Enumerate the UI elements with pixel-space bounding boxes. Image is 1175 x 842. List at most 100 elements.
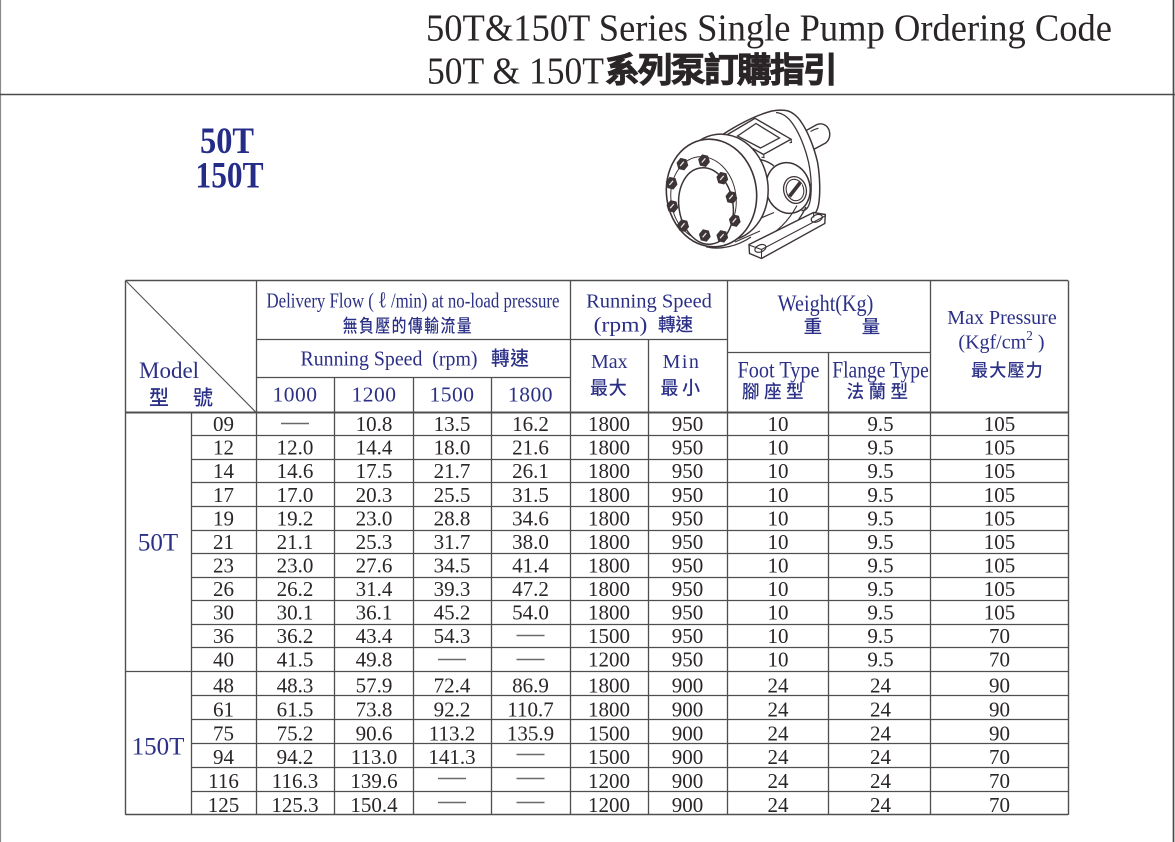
svg-text:73.8: 73.8 (356, 697, 393, 721)
svg-text:10: 10 (768, 412, 789, 436)
svg-text:31.5: 31.5 (512, 483, 549, 507)
svg-text:105: 105 (984, 436, 1016, 460)
svg-text:36.1: 36.1 (356, 601, 393, 625)
svg-text:92.2: 92.2 (434, 697, 471, 721)
svg-text:105: 105 (984, 553, 1016, 577)
svg-text:25.5: 25.5 (434, 483, 471, 507)
svg-text:150T: 150T (196, 156, 264, 197)
svg-text:10: 10 (768, 483, 789, 507)
svg-text:1800: 1800 (588, 530, 630, 554)
svg-text:150T: 150T (132, 734, 185, 761)
svg-text:1800: 1800 (588, 459, 630, 483)
svg-text:10: 10 (768, 459, 789, 483)
svg-text:94: 94 (213, 745, 235, 769)
svg-text:1500: 1500 (588, 624, 630, 648)
svg-text:70: 70 (989, 624, 1010, 648)
svg-text:31.4: 31.4 (356, 577, 393, 601)
svg-text:30: 30 (213, 601, 234, 625)
svg-text:24: 24 (768, 769, 790, 793)
svg-text:9.5: 9.5 (867, 412, 893, 436)
svg-text:12.0: 12.0 (277, 436, 314, 460)
svg-text:36: 36 (213, 624, 234, 648)
svg-text:10: 10 (768, 577, 789, 601)
svg-text:900: 900 (672, 793, 704, 817)
svg-text:41.5: 41.5 (277, 648, 314, 672)
svg-text:1800: 1800 (588, 577, 630, 601)
svg-text:45.2: 45.2 (434, 601, 471, 625)
svg-text:43.4: 43.4 (356, 624, 393, 648)
svg-text:90: 90 (989, 721, 1010, 745)
svg-text:10: 10 (768, 624, 789, 648)
svg-text:1500: 1500 (588, 721, 630, 745)
svg-text:950: 950 (672, 648, 704, 672)
svg-text:950: 950 (672, 506, 704, 530)
svg-text:17: 17 (213, 483, 234, 507)
svg-text:24: 24 (870, 674, 892, 698)
svg-text:28.8: 28.8 (434, 506, 471, 530)
svg-text:12: 12 (213, 436, 234, 460)
svg-text:1800: 1800 (588, 674, 630, 698)
svg-text:41.4: 41.4 (512, 553, 549, 577)
svg-text:105: 105 (984, 530, 1016, 554)
svg-text:Model: Model (139, 358, 199, 383)
svg-text:21.6: 21.6 (512, 436, 549, 460)
svg-text:90: 90 (989, 697, 1010, 721)
svg-text:75: 75 (213, 721, 234, 745)
svg-text:24: 24 (870, 769, 892, 793)
svg-text:950: 950 (672, 436, 704, 460)
svg-text:9.5: 9.5 (867, 601, 893, 625)
svg-text:1500: 1500 (430, 383, 475, 407)
svg-text:24: 24 (768, 674, 790, 698)
svg-text:1800: 1800 (588, 601, 630, 625)
svg-text:24: 24 (768, 721, 790, 745)
svg-text:1200: 1200 (588, 769, 630, 793)
svg-text:24: 24 (768, 697, 790, 721)
svg-text:1800: 1800 (588, 697, 630, 721)
svg-text:110.7: 110.7 (507, 697, 553, 721)
svg-text:31.7: 31.7 (434, 530, 471, 554)
svg-text:10.8: 10.8 (356, 412, 393, 436)
svg-text:34.5: 34.5 (434, 553, 471, 577)
svg-text:125: 125 (208, 793, 240, 817)
svg-text:105: 105 (984, 483, 1016, 507)
svg-text:10: 10 (768, 601, 789, 625)
svg-text:18.0: 18.0 (434, 436, 471, 460)
svg-text:21.1: 21.1 (277, 530, 314, 554)
svg-text:10: 10 (768, 648, 789, 672)
svg-text:950: 950 (672, 553, 704, 577)
svg-text:75.2: 75.2 (277, 721, 314, 745)
svg-text:135.9: 135.9 (507, 721, 554, 745)
svg-text:23: 23 (213, 553, 234, 577)
svg-text:900: 900 (672, 697, 704, 721)
svg-text:9.5: 9.5 (867, 530, 893, 554)
svg-text:27.6: 27.6 (356, 553, 393, 577)
svg-text:150.4: 150.4 (350, 793, 398, 817)
svg-text:26.1: 26.1 (512, 459, 549, 483)
svg-text:70: 70 (989, 648, 1010, 672)
svg-text:24: 24 (870, 793, 892, 817)
svg-text:Max Pressure: Max Pressure (947, 307, 1057, 329)
svg-text:50T: 50T (138, 530, 178, 557)
svg-text:48.3: 48.3 (277, 674, 314, 698)
svg-text:1200: 1200 (352, 383, 397, 407)
svg-text:10: 10 (768, 530, 789, 554)
svg-text:14: 14 (213, 459, 235, 483)
svg-text:950: 950 (672, 530, 704, 554)
svg-text:Delivery Flow ( ℓ /min) at no-: Delivery Flow ( ℓ /min) at no-load press… (267, 288, 560, 313)
svg-text:900: 900 (672, 674, 704, 698)
svg-text:21.7: 21.7 (434, 459, 471, 483)
svg-text:9.5: 9.5 (867, 553, 893, 577)
svg-text:50T&150T Series Single Pump Or: 50T&150T Series Single Pump Ordering Cod… (426, 8, 1112, 50)
svg-text:125.3: 125.3 (271, 793, 318, 817)
svg-text:70: 70 (989, 793, 1010, 817)
svg-text:1800: 1800 (588, 553, 630, 577)
svg-text:57.9: 57.9 (356, 674, 393, 698)
svg-text:141.3: 141.3 (428, 745, 475, 769)
svg-text:61.5: 61.5 (277, 697, 314, 721)
svg-text:950: 950 (672, 412, 704, 436)
svg-text:25.3: 25.3 (356, 530, 393, 554)
svg-text:1800: 1800 (588, 483, 630, 507)
svg-text:19: 19 (213, 506, 234, 530)
svg-text:Min: Min (663, 351, 701, 373)
svg-text:10: 10 (768, 436, 789, 460)
